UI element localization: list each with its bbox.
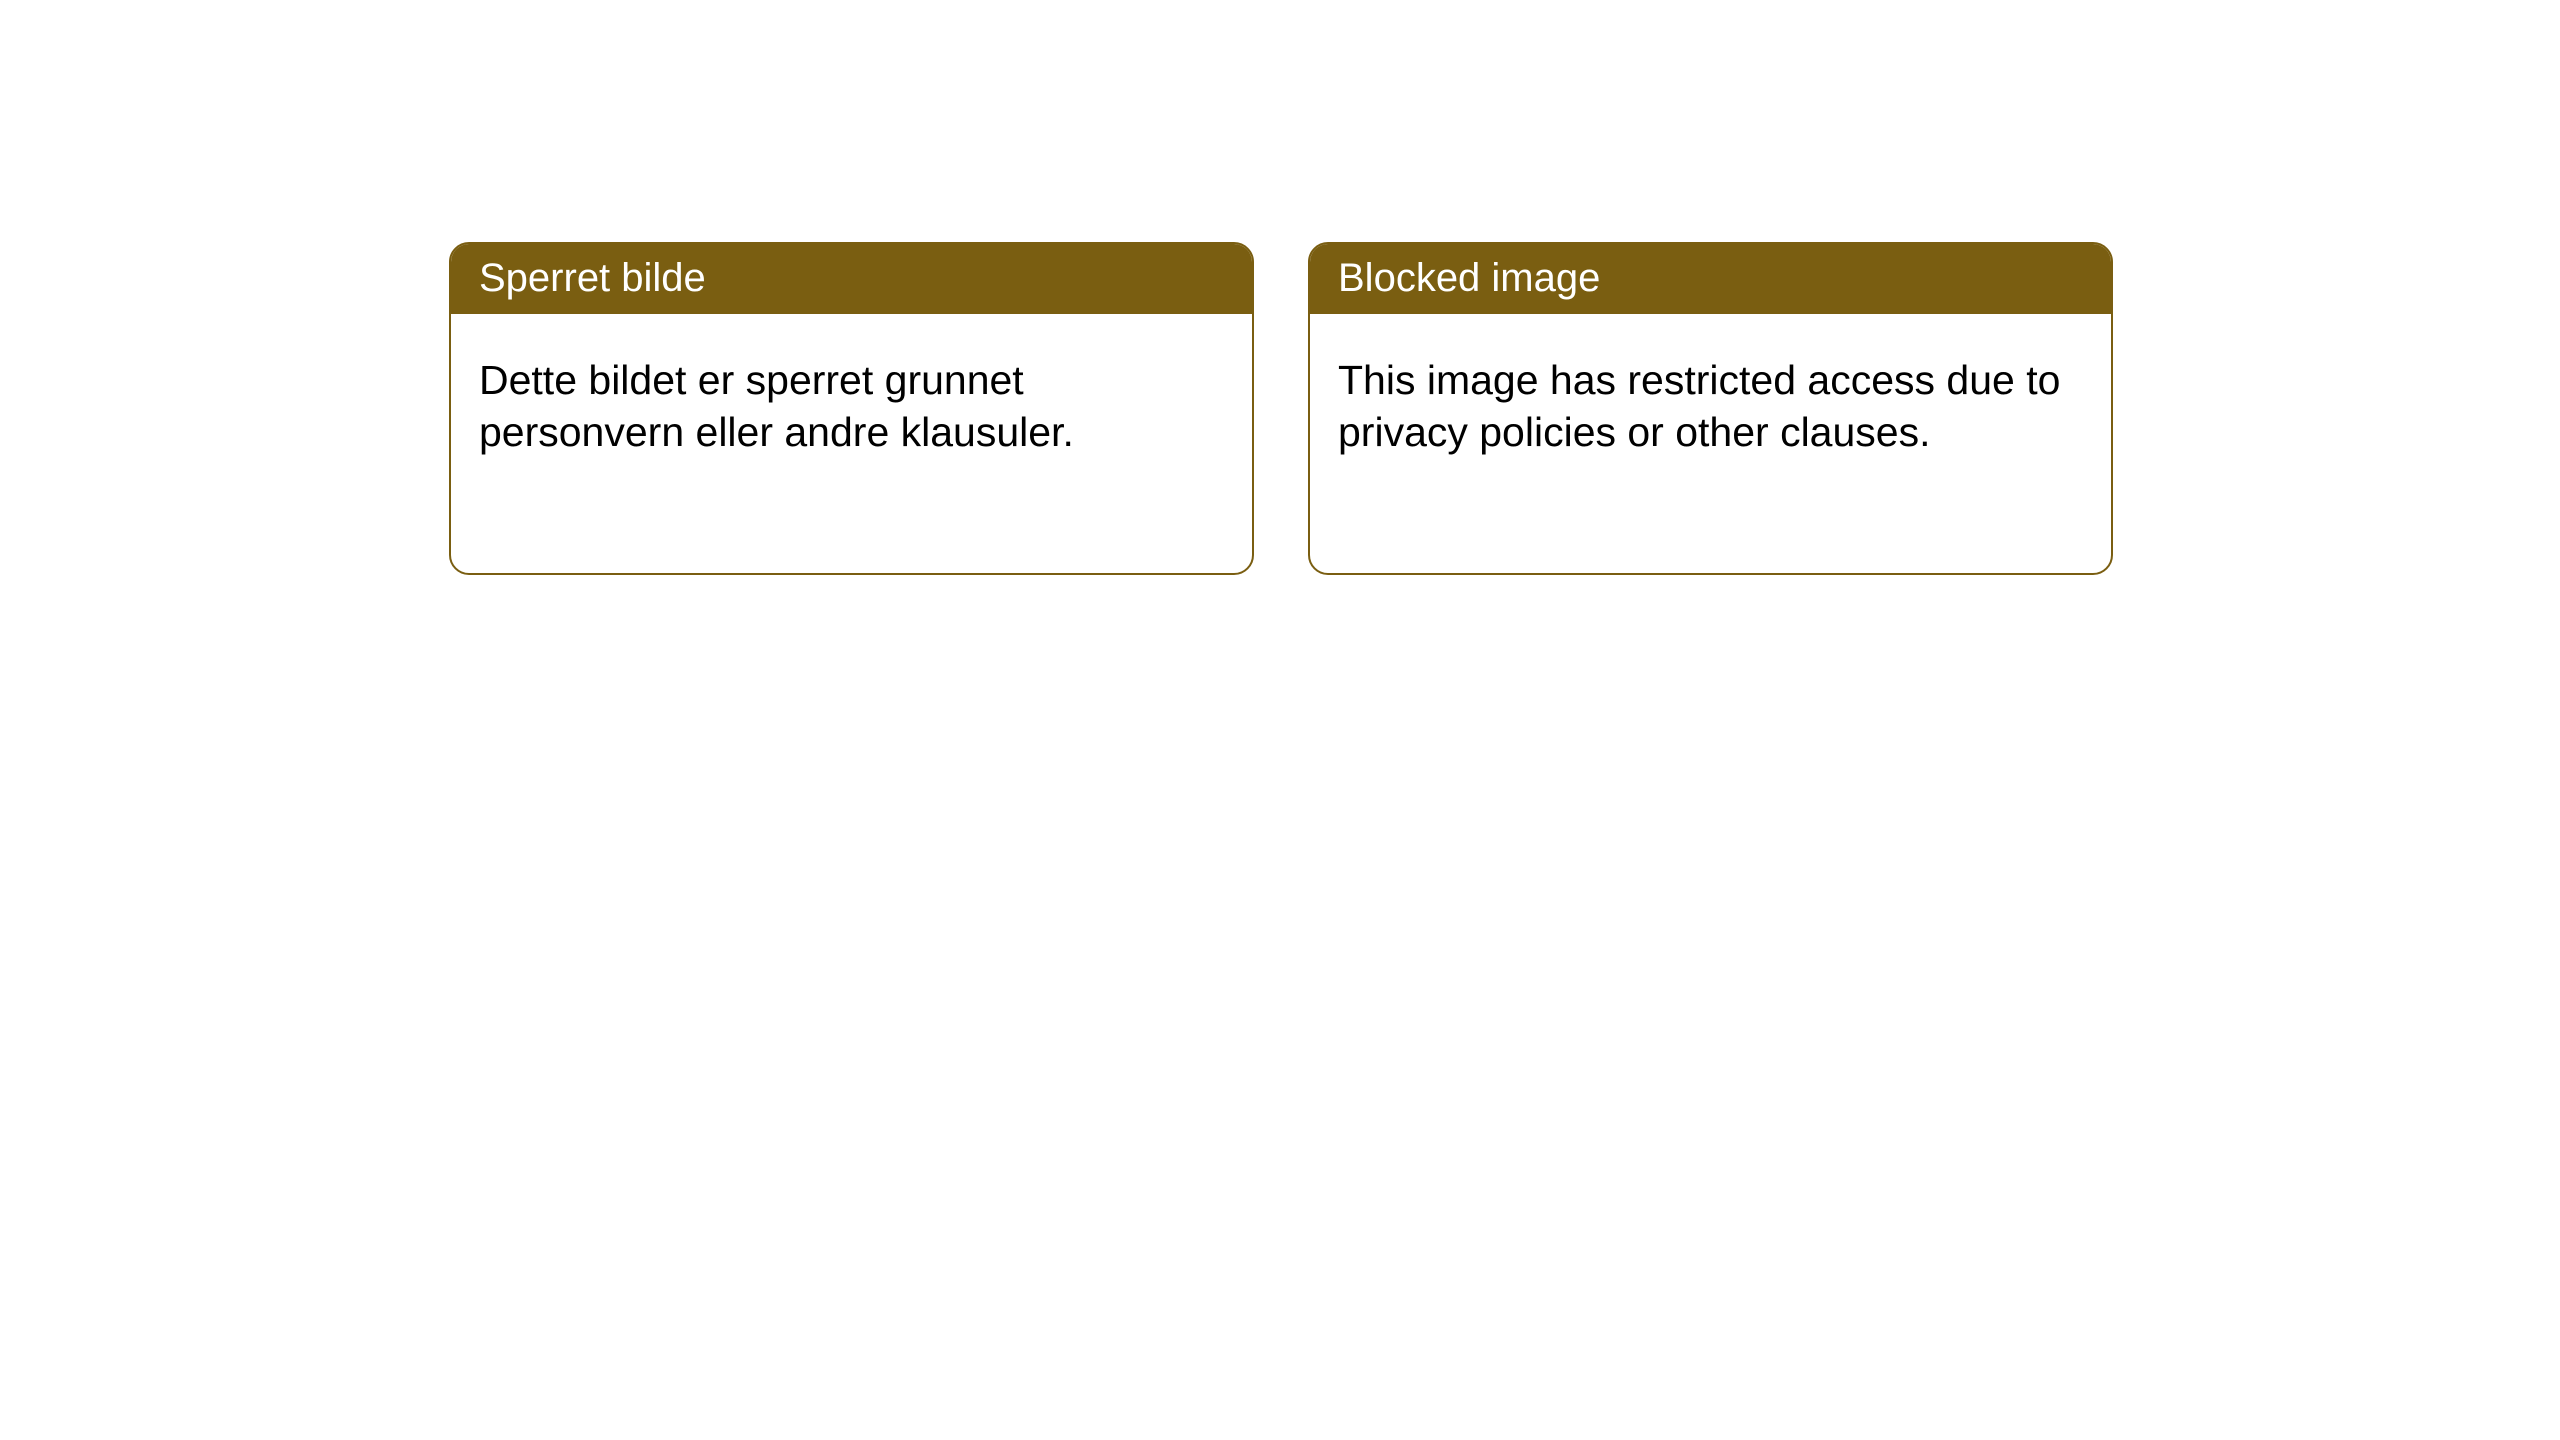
blocked-image-card-en: Blocked image This image has restricted … [1308, 242, 2113, 575]
card-title: Sperret bilde [479, 256, 706, 300]
card-body-text: This image has restricted access due to … [1338, 357, 2060, 455]
card-header: Sperret bilde [451, 244, 1252, 314]
notice-cards-container: Sperret bilde Dette bildet er sperret gr… [0, 0, 2560, 575]
blocked-image-card-no: Sperret bilde Dette bildet er sperret gr… [449, 242, 1254, 575]
card-header: Blocked image [1310, 244, 2111, 314]
card-body: Dette bildet er sperret grunnet personve… [451, 314, 1252, 487]
card-title: Blocked image [1338, 256, 1600, 300]
card-body: This image has restricted access due to … [1310, 314, 2111, 487]
card-body-text: Dette bildet er sperret grunnet personve… [479, 357, 1074, 455]
